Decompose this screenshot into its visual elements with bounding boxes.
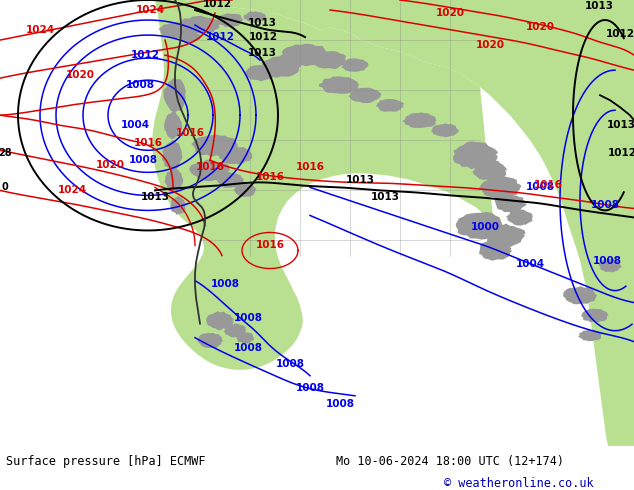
Text: 1008: 1008 bbox=[210, 279, 240, 289]
Text: 1013: 1013 bbox=[247, 48, 276, 58]
Text: Mo 10-06-2024 18:00 UTC (12+174): Mo 10-06-2024 18:00 UTC (12+174) bbox=[336, 455, 564, 468]
Polygon shape bbox=[280, 44, 331, 66]
Text: 1012: 1012 bbox=[202, 0, 231, 9]
Polygon shape bbox=[479, 241, 512, 261]
Text: 1013: 1013 bbox=[370, 193, 399, 202]
Text: 1012: 1012 bbox=[607, 148, 634, 158]
Text: Surface pressure [hPa] ECMWF: Surface pressure [hPa] ECMWF bbox=[6, 455, 206, 468]
Polygon shape bbox=[224, 324, 247, 338]
Text: 1013: 1013 bbox=[585, 1, 614, 11]
Polygon shape bbox=[319, 76, 359, 94]
Polygon shape bbox=[314, 51, 346, 69]
Text: 1013: 1013 bbox=[141, 193, 169, 202]
Polygon shape bbox=[191, 134, 238, 157]
Polygon shape bbox=[181, 16, 221, 33]
Polygon shape bbox=[376, 99, 404, 112]
Polygon shape bbox=[197, 333, 223, 348]
Text: 28: 28 bbox=[0, 148, 12, 158]
Polygon shape bbox=[431, 123, 459, 137]
Polygon shape bbox=[219, 146, 252, 164]
Text: 1008: 1008 bbox=[126, 80, 155, 90]
Polygon shape bbox=[472, 160, 507, 180]
Text: 1020: 1020 bbox=[526, 22, 555, 32]
Polygon shape bbox=[189, 160, 230, 181]
Text: 1016: 1016 bbox=[134, 138, 162, 148]
Polygon shape bbox=[485, 223, 526, 247]
Text: 1012: 1012 bbox=[249, 32, 278, 42]
Text: 1000: 1000 bbox=[470, 222, 500, 232]
Polygon shape bbox=[245, 65, 276, 81]
Polygon shape bbox=[164, 112, 183, 139]
Text: 1024: 1024 bbox=[25, 25, 55, 35]
Polygon shape bbox=[206, 311, 234, 330]
Text: 1008: 1008 bbox=[276, 359, 304, 369]
Text: 1008: 1008 bbox=[526, 182, 555, 193]
Text: 1020: 1020 bbox=[476, 40, 505, 50]
Polygon shape bbox=[165, 169, 184, 192]
Polygon shape bbox=[216, 172, 244, 188]
Text: 1008: 1008 bbox=[590, 200, 619, 210]
Text: 1016: 1016 bbox=[256, 241, 285, 250]
Text: © weatheronline.co.uk: © weatheronline.co.uk bbox=[444, 477, 593, 490]
Polygon shape bbox=[495, 194, 527, 212]
Text: 1020: 1020 bbox=[436, 8, 465, 18]
Polygon shape bbox=[170, 196, 186, 215]
Text: 1008: 1008 bbox=[233, 313, 262, 322]
Polygon shape bbox=[216, 13, 243, 27]
Text: 1024: 1024 bbox=[136, 5, 165, 15]
Polygon shape bbox=[563, 286, 597, 304]
Polygon shape bbox=[164, 78, 186, 112]
Text: 1016: 1016 bbox=[176, 128, 205, 138]
Text: 1020: 1020 bbox=[96, 160, 124, 171]
Polygon shape bbox=[581, 309, 609, 322]
Polygon shape bbox=[234, 183, 256, 197]
Text: 1008: 1008 bbox=[593, 255, 621, 266]
Polygon shape bbox=[342, 58, 368, 72]
Polygon shape bbox=[402, 112, 437, 128]
Text: 1012: 1012 bbox=[605, 29, 634, 39]
Polygon shape bbox=[236, 332, 254, 343]
Text: 1013: 1013 bbox=[346, 175, 375, 185]
Polygon shape bbox=[598, 259, 622, 272]
Polygon shape bbox=[456, 212, 504, 240]
Polygon shape bbox=[506, 210, 533, 225]
Text: 1016: 1016 bbox=[195, 162, 224, 172]
Text: 1008: 1008 bbox=[295, 383, 325, 393]
Polygon shape bbox=[162, 140, 183, 170]
Polygon shape bbox=[243, 11, 266, 23]
Text: 1020: 1020 bbox=[65, 70, 94, 80]
Polygon shape bbox=[578, 330, 602, 341]
Polygon shape bbox=[349, 88, 381, 103]
Polygon shape bbox=[479, 176, 522, 198]
Text: 1016: 1016 bbox=[295, 162, 325, 172]
Text: 0: 0 bbox=[2, 182, 8, 193]
Polygon shape bbox=[260, 56, 301, 78]
Text: 1013: 1013 bbox=[607, 120, 634, 130]
Polygon shape bbox=[152, 0, 494, 370]
Text: 1004: 1004 bbox=[515, 259, 545, 269]
Text: 1016: 1016 bbox=[256, 172, 285, 182]
Polygon shape bbox=[185, 0, 634, 446]
Text: 1016: 1016 bbox=[533, 180, 562, 191]
Text: 1013: 1013 bbox=[247, 18, 276, 28]
Text: 1008: 1008 bbox=[325, 399, 354, 409]
Text: 1008: 1008 bbox=[129, 155, 157, 165]
Text: 1012: 1012 bbox=[205, 32, 235, 42]
Polygon shape bbox=[453, 141, 498, 169]
Text: 1012: 1012 bbox=[131, 50, 160, 60]
Polygon shape bbox=[158, 23, 191, 38]
Text: 1004: 1004 bbox=[120, 120, 150, 130]
Polygon shape bbox=[178, 31, 202, 43]
Text: 1024: 1024 bbox=[58, 185, 87, 196]
Text: 1008: 1008 bbox=[233, 343, 262, 353]
